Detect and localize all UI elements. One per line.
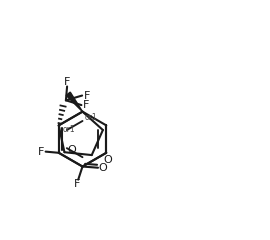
Text: F: F: [74, 179, 80, 189]
Text: F: F: [83, 100, 89, 110]
Text: or1: or1: [62, 125, 75, 134]
Text: F: F: [64, 77, 70, 87]
Text: F: F: [84, 90, 90, 101]
Text: O: O: [98, 163, 107, 173]
Text: F: F: [38, 147, 45, 157]
Polygon shape: [66, 92, 83, 112]
Text: O: O: [103, 156, 112, 165]
Text: or1: or1: [85, 113, 97, 122]
Text: O: O: [68, 145, 76, 155]
